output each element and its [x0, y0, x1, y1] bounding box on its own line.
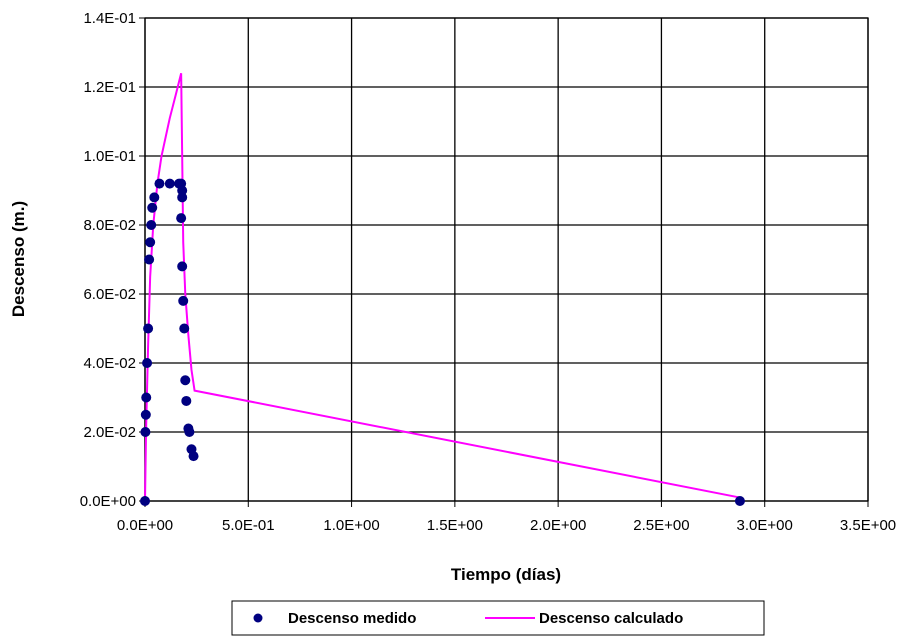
x-tick-label: 1.0E+00 — [323, 517, 379, 534]
data-point-descenso-medido — [144, 254, 155, 265]
data-point-descenso-medido — [184, 427, 195, 437]
legend-marker-medido — [253, 613, 263, 623]
x-tick-label: 0.0E+00 — [117, 517, 173, 534]
legend-label-medido: Descenso medido — [288, 610, 416, 627]
y-tick-labels: 0.0E+00 2.0E-02 4.0E-02 6.0E-02 8.0E-02 1.0E-… — [80, 10, 136, 510]
data-point-descenso-medido — [734, 496, 745, 506]
y-axis-title: Descenso (m.) — [9, 201, 28, 317]
data-point-descenso-medido — [181, 395, 192, 406]
x-tick-labels: 0.0E+00 5.0E-01 1.0E+00 1.5E+00 2.0E+00 2.5E+… — [117, 517, 896, 534]
y-tick-label: 6.0E-02 — [83, 286, 136, 303]
x-tick-label: 2.5E+00 — [633, 517, 689, 534]
y-tick-label: 4.0E-02 — [83, 355, 136, 372]
y-tick-label: 1.4E-01 — [83, 10, 136, 27]
data-point-descenso-medido — [177, 185, 188, 196]
data-point-descenso-medido — [145, 237, 156, 248]
plot-area — [145, 18, 868, 501]
series-line-descenso-calculado — [144, 72, 741, 502]
series-layer — [140, 72, 745, 506]
data-point-descenso-medido — [177, 192, 188, 203]
data-point-descenso-medido — [140, 496, 150, 506]
data-point-descenso-medido — [141, 392, 152, 403]
y-tick-label: 2.0E-02 — [83, 424, 136, 441]
data-point-descenso-medido — [188, 451, 199, 462]
legend: Descenso medido Descenso calculado — [231, 600, 765, 636]
data-point-descenso-medido — [177, 261, 188, 272]
data-point-descenso-medido — [147, 202, 158, 213]
data-point-descenso-medido — [140, 427, 151, 437]
data-point-descenso-medido — [176, 213, 187, 224]
data-point-descenso-medido — [142, 358, 153, 368]
data-point-descenso-medido — [154, 178, 165, 189]
data-point-descenso-medido — [146, 220, 157, 230]
x-tick-label: 3.5E+00 — [840, 517, 896, 534]
y-tick-label: 1.0E-01 — [83, 148, 136, 165]
y-tick-label: 0.0E+00 — [80, 493, 136, 510]
data-point-descenso-medido — [149, 192, 160, 203]
y-tick-label: 8.0E-02 — [83, 217, 136, 234]
x-axis-title: Tiempo (días) — [451, 565, 561, 584]
data-point-descenso-medido — [143, 323, 154, 334]
data-point-descenso-medido — [178, 295, 189, 306]
grid — [139, 17, 869, 507]
data-point-descenso-medido — [179, 323, 190, 334]
x-tick-label: 1.5E+00 — [427, 517, 483, 534]
legend-label-calculado: Descenso calculado — [539, 610, 683, 627]
x-tick-label: 2.0E+00 — [530, 517, 586, 534]
x-tick-label: 5.0E-01 — [222, 517, 275, 534]
data-point-descenso-medido — [164, 178, 175, 189]
data-point-descenso-medido — [140, 409, 151, 420]
y-tick-label: 1.2E-01 — [83, 79, 136, 96]
data-point-descenso-medido — [180, 375, 191, 386]
x-tick-label: 3.0E+00 — [737, 517, 793, 534]
